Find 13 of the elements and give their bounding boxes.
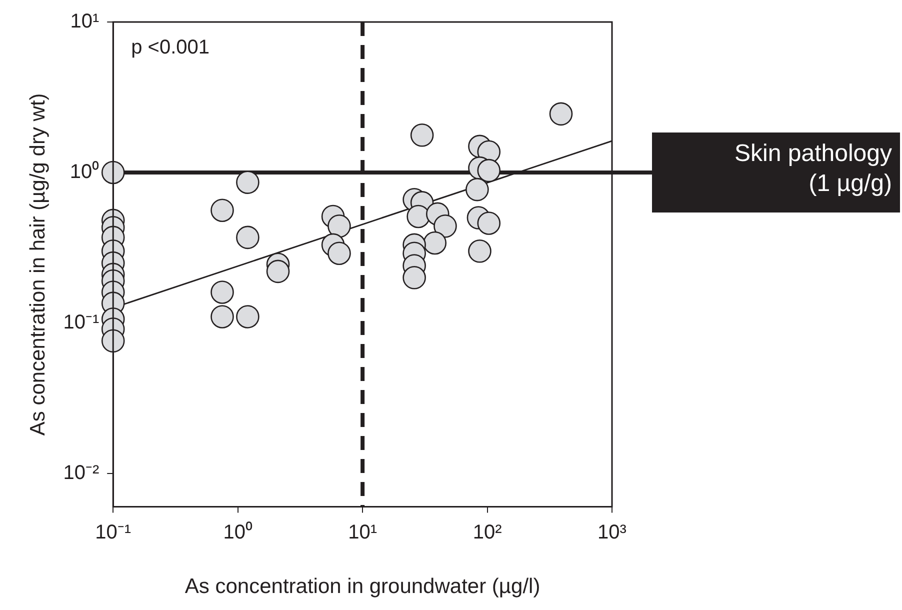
y-tick-label: 10⁻¹ <box>63 311 100 334</box>
y-tick-label: 10⁻² <box>63 462 100 484</box>
annotation: p <0.001 <box>131 36 210 59</box>
y-tick-label: 10⁰ <box>70 160 100 183</box>
y-axis-title: As concentration in hair (µg/g dry wt) <box>26 93 50 436</box>
x-axis-title: As concentration in groundwater (µg/l) <box>184 575 540 598</box>
x-tick-label: 10¹ <box>348 521 378 544</box>
y-tick-label: 10¹ <box>70 10 100 33</box>
x-tick-label: 10⁻¹ <box>95 521 132 544</box>
ref-line-label: Skin pathology (1 µg/g) <box>734 140 892 198</box>
x-tick-label: 10² <box>472 521 502 544</box>
x-tick-label: 10⁰ <box>223 520 252 544</box>
x-tick-label: 10³ <box>598 521 627 544</box>
